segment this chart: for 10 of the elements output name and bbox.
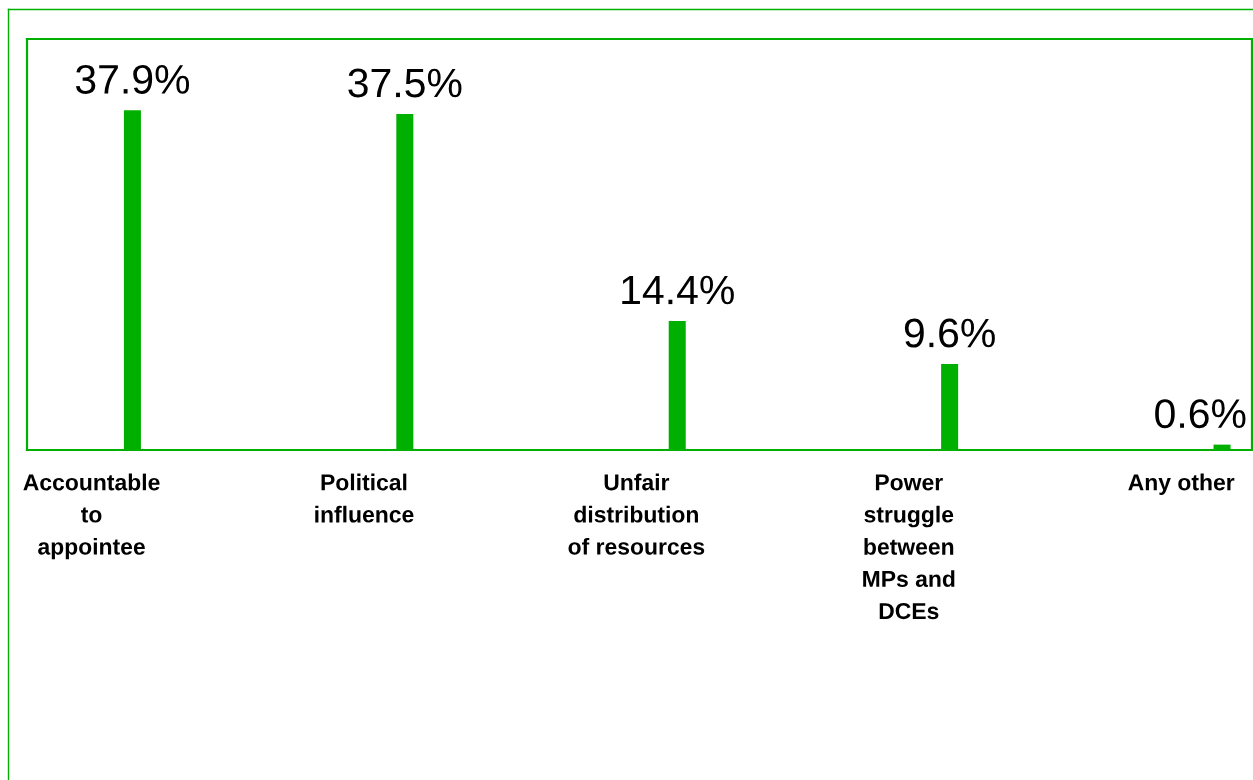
x-tick-label: Political influence [315, 473, 414, 523]
x-tick-label: Unfair distribution of resources [568, 473, 705, 555]
data-label: 14.4% [622, 275, 734, 305]
data-label: 9.6% [904, 318, 995, 348]
x-tick-label: Power struggle between MPs and DCEs [863, 474, 955, 620]
data-label: 37.9% [75, 64, 190, 94]
x-tick-label: Any other [1128, 473, 1235, 495]
x-tick-label: Accountable to appointee [23, 473, 160, 560]
data-label: 0.6% [1155, 399, 1246, 429]
data-label: 37.5% [348, 68, 462, 98]
